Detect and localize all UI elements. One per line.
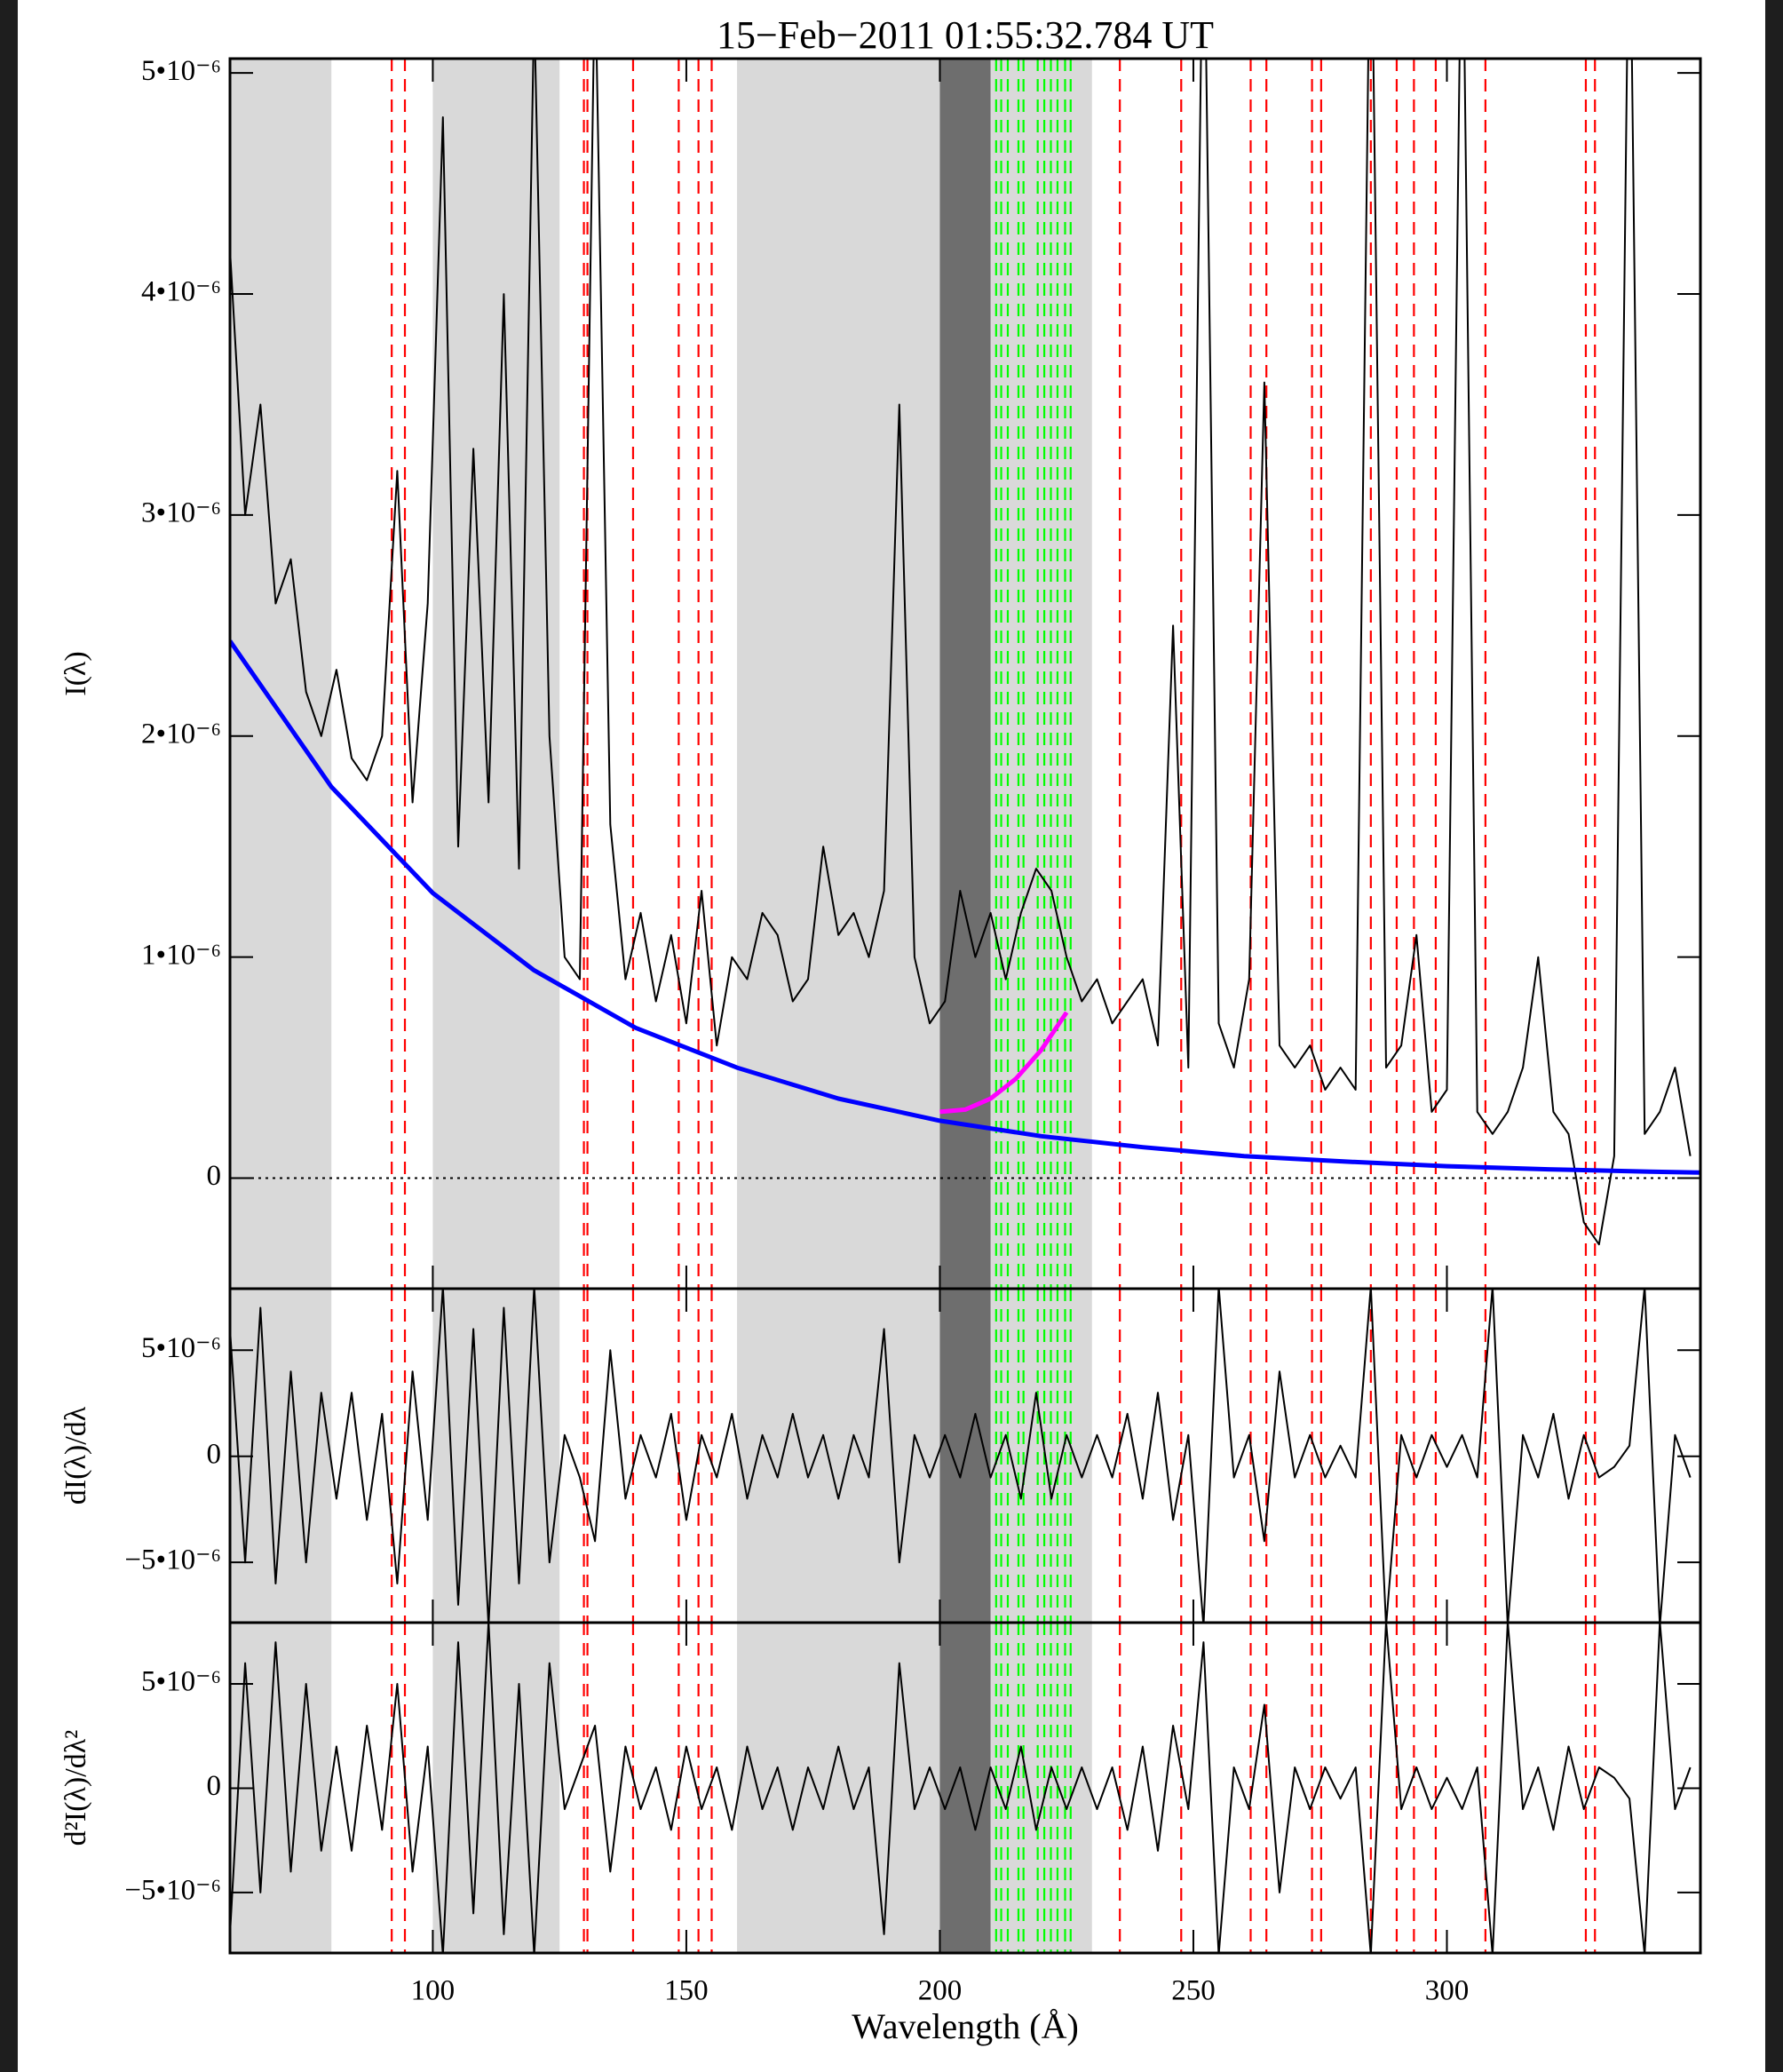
chart-title: 15−Feb−2011 01:55:32.784 UT [717,13,1214,57]
fit-curve [939,1011,1069,1115]
x-tick-label: 100 [411,1975,456,2007]
shaded-band [990,1623,1092,1953]
x-tick-label: 200 [918,1975,963,2007]
panel [230,1623,1692,1953]
shaded-band [737,59,940,1289]
y-axis-title: d²I(λ)/dλ² [59,1730,92,1846]
x-tick-label: 300 [1425,1975,1470,2007]
shaded-band [990,1289,1092,1623]
spectrum-line [230,1623,1692,1953]
y-tick-label: 0 [207,1160,222,1192]
y-tick-label: 4•10⁻⁶ [141,276,221,308]
y-tick-label: −5•10⁻⁶ [124,1544,221,1576]
shaded-band [230,59,332,1289]
x-tick-label: 250 [1171,1975,1216,2007]
x-axis-title: Wavelength (Å) [852,2006,1079,2046]
y-tick-label: 5•10⁻⁶ [141,1332,221,1364]
spectrum-line [230,59,1692,1246]
y-axis-title: I(λ) [59,651,92,695]
y-tick-label: 3•10⁻⁶ [141,497,221,529]
y-tick-label: 1•10⁻⁶ [141,939,221,971]
y-tick-label: 2•10⁻⁶ [141,718,221,750]
panel [230,59,1700,1289]
shaded-band [737,1289,940,1623]
y-tick-label: 5•10⁻⁶ [141,55,221,87]
spectrum-line [230,1289,1692,1623]
y-tick-label: −5•10⁻⁶ [124,1874,221,1906]
y-tick-label: 0 [207,1438,222,1470]
shaded-band [990,59,1092,1289]
x-tick-label: 150 [664,1975,709,2007]
y-tick-label: 0 [207,1770,222,1802]
shaded-band [737,1623,940,1953]
fit-curve [230,639,1700,1175]
y-tick-label: 5•10⁻⁶ [141,1666,221,1698]
y-axis-title: dI(λ)/dλ [59,1406,92,1504]
shaded-band [939,59,991,1289]
shaded-band [432,59,560,1289]
